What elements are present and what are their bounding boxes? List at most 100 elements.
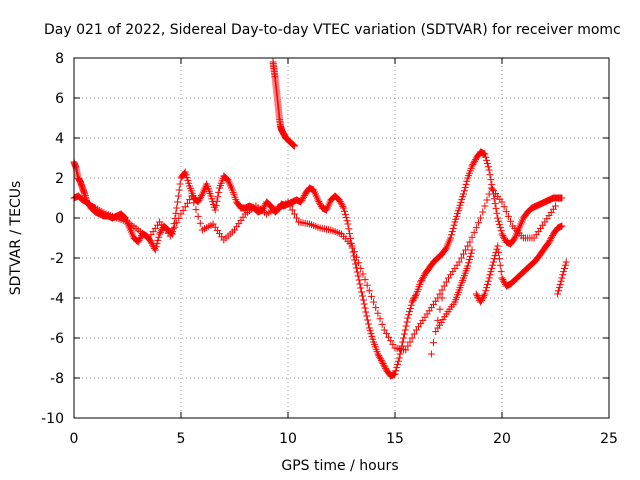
data-point-fill <box>213 197 221 205</box>
data-point-fill <box>358 288 366 296</box>
data-point-fill <box>457 254 465 262</box>
data-point-fill <box>376 353 384 361</box>
data-point-fill <box>343 217 351 225</box>
data-point-fill <box>483 156 491 164</box>
data-point-s1-1 <box>477 298 485 306</box>
data-point-fill <box>190 199 198 207</box>
data-point-s1-4 <box>489 258 497 266</box>
data-point-fill <box>135 236 143 244</box>
data-point-fill <box>440 282 448 290</box>
data-point-fill <box>197 193 205 201</box>
data-point-fill <box>465 256 473 264</box>
data-point-fill <box>430 339 438 347</box>
data-point-fill <box>196 219 204 227</box>
data-point-fill <box>491 200 499 208</box>
data-point-fill <box>496 224 504 232</box>
data-point-fill <box>376 315 384 323</box>
data-point-fill <box>460 187 468 195</box>
data-point-fill <box>459 250 467 258</box>
data-point-s0-149 <box>348 242 356 250</box>
data-point-fill <box>493 209 501 217</box>
x-tick-label: 20 <box>493 431 511 447</box>
data-point-s0-184 <box>427 350 435 358</box>
data-point-fill <box>215 188 223 196</box>
data-point-fill <box>153 240 161 248</box>
data-point-s0-68 <box>340 204 348 212</box>
data-point-fill <box>497 227 505 235</box>
data-point-s0-101 <box>481 150 489 158</box>
data-point-s0-151 <box>370 298 378 306</box>
data-point-fill <box>491 252 499 260</box>
data-point-fill <box>474 219 482 227</box>
data-point-fill <box>175 186 183 194</box>
data-point-fill <box>405 311 413 319</box>
data-point-s0-183 <box>290 142 298 150</box>
data-point-fill <box>174 198 182 206</box>
data-point-s1-6 <box>498 274 506 282</box>
data-point-fill <box>360 300 368 308</box>
data-point-fill <box>179 206 187 214</box>
data-point-fill <box>359 296 367 304</box>
data-point-fill <box>473 292 481 300</box>
data-point-s0-163 <box>498 198 506 206</box>
data-point-fill <box>406 308 414 316</box>
data-point-fill <box>499 276 507 284</box>
data-point-fill <box>484 277 492 285</box>
data-point-fill <box>222 174 230 182</box>
data-point-fill <box>293 214 301 222</box>
data-point-s0-27 <box>173 204 181 212</box>
data-point-fill <box>175 214 183 222</box>
data-point-fill <box>154 236 162 244</box>
data-point-s0-152 <box>380 326 388 334</box>
data-point-s0-102 <box>485 166 493 174</box>
data-point-fill <box>212 202 220 210</box>
data-point-fill <box>192 206 200 214</box>
data-point-fill <box>174 192 182 200</box>
data-point-fill <box>469 160 477 168</box>
data-point-fill <box>495 248 503 256</box>
data-point-fill <box>489 185 497 193</box>
y-tick-label: -2 <box>50 251 64 267</box>
y-axis-label: SDTVAR / TECUs <box>8 181 24 296</box>
data-point-s0-98 <box>468 162 476 170</box>
data-point-fill <box>181 203 189 211</box>
data-point-fill <box>497 268 505 276</box>
data-point-fill <box>372 304 380 312</box>
data-point-fill <box>393 364 401 372</box>
data-point-fill <box>394 360 402 368</box>
data-point-fill <box>150 244 158 252</box>
data-point-fill <box>466 252 474 260</box>
data-point-s0-69 <box>344 220 352 228</box>
data-point-fill <box>180 169 188 177</box>
data-point-fill <box>136 235 144 243</box>
data-point-fill <box>489 261 497 269</box>
data-point-s0-36 <box>211 206 219 214</box>
data-point-fill <box>504 212 512 220</box>
data-point-s0-105 <box>498 230 506 238</box>
data-point-fill <box>442 245 450 253</box>
x-tick-label: 5 <box>177 431 186 447</box>
data-point-fill <box>355 259 363 267</box>
data-point-fill <box>408 334 416 342</box>
data-point-fill <box>560 264 568 272</box>
data-point-s0-168 <box>552 202 559 210</box>
data-point-fill <box>156 228 164 236</box>
data-point-fill <box>555 284 563 292</box>
data-point-fill <box>484 163 492 171</box>
data-point-fill <box>337 199 345 207</box>
data-point-fill <box>173 219 181 227</box>
plot-area-frame <box>73 57 610 419</box>
data-point-fill <box>355 276 363 284</box>
data-point-fill <box>471 157 479 165</box>
data-point-fill <box>389 340 397 348</box>
y-tick-label: -8 <box>50 371 64 387</box>
data-point-fill <box>479 208 487 216</box>
data-point-fill <box>507 217 515 225</box>
data-point-s1-26 <box>464 262 472 270</box>
data-point-fill <box>299 195 307 203</box>
y-tick-label: 8 <box>55 51 64 67</box>
chart-title: Day 021 of 2022, Sidereal Day-to-day VTE… <box>44 22 621 38</box>
data-point-fill <box>172 209 180 217</box>
data-point-fill <box>316 199 324 207</box>
data-point-s0-134 <box>188 192 196 200</box>
